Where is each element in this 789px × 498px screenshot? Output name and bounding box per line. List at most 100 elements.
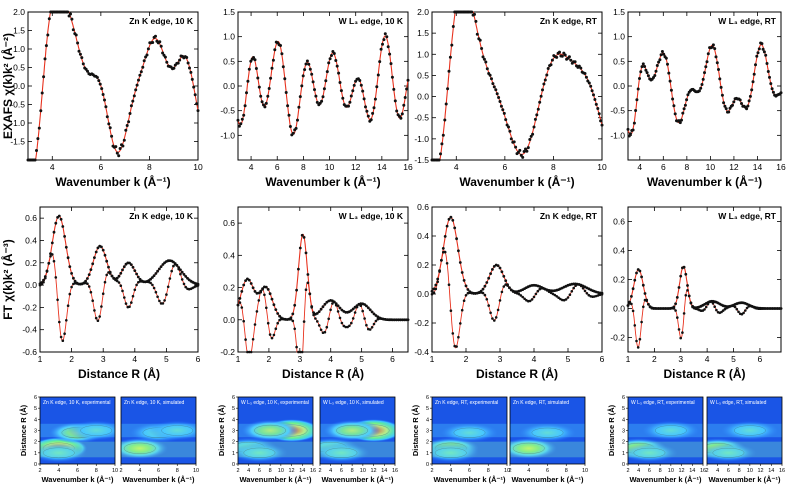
heatmap-blob [241,419,299,442]
heatmap-blob [519,423,576,443]
data-point-mag [253,290,257,293]
series-group [38,214,200,343]
x-tick-label: 12 [351,162,361,172]
panel-6: 1 2 3 4 5 6 -0.4 -0.2 0.0 0.2 0.4 0.6 Zn K edge, RT D… [414,202,604,381]
data-point [105,115,109,119]
data-point-imag [263,293,266,297]
heatmap-blobs [238,419,313,463]
data-point-imag [581,287,585,290]
data-point [284,91,288,94]
data-point-imag [89,290,93,294]
contour-line [42,447,75,459]
x-tick-label: 6 [258,468,261,474]
x-tick-label: 6 [727,468,730,474]
y-tick-label: 1.0 [223,32,235,42]
y-axis-label: FT χ(k)k² (Å⁻³) [0,239,15,320]
data-point [667,71,671,75]
data-point [361,89,365,93]
y-ticks: -0.2 0.0 0.2 0.4 0.6 [610,217,781,343]
y-tick-label: 0.0 [223,81,235,91]
axes-frame [27,11,199,161]
y-tick-label: 2 [426,440,429,446]
data-point [338,81,342,84]
x-tick-label: 8 [147,162,152,172]
data-point [382,38,386,42]
data-point-mag [151,276,154,279]
data-point [654,69,658,73]
x-tick-label: 6 [502,162,507,172]
data-point-imag [640,320,643,324]
wavelet-panel-11: W L₃ edge, 10 K, simulated 2 4 6 8 10 12 14 16Wa… [318,396,398,484]
contour-line [123,442,156,454]
heatmap-blob [642,420,700,441]
x-tick-label: 10 [193,162,203,172]
data-point-mag [52,230,56,234]
data-point [347,104,350,108]
data-point [42,75,46,79]
series-group [626,41,783,138]
data-point-imag [86,282,89,286]
data-point [497,96,501,99]
data-point-imag [713,305,716,309]
x-axis-label: Wavenumber k (Å⁻¹) [708,475,781,484]
data-point-mag [370,310,374,314]
data-point-mag [317,310,321,313]
data-point [245,91,248,95]
data-point-imag [108,272,112,275]
data-point [146,47,150,51]
y-tick-label: 0.5 [223,56,235,66]
data-point-imag [87,285,91,288]
x-tick-label: 2 [626,468,629,474]
data-point-imag [331,302,334,305]
x-ticks: 4 6 8 10 [454,12,607,172]
y-tick-label: 0.4 [223,250,235,260]
data-point-mag [306,273,310,276]
y-tick-label: 1.0 [613,32,625,42]
data-point [713,47,717,51]
series-group [26,10,200,162]
data-point [121,144,125,148]
data-point-imag [368,328,372,331]
data-point [392,87,396,91]
ft-row: 1 2 3 4 5 6 -0.6 -0.4 -0.2 0.0 0.2 0.4 0.6 Zn K edge,… [0,202,783,381]
x-tick-label: 6 [390,354,395,364]
data-point-mag [462,279,466,282]
x-tick-label: 10 [747,468,753,474]
y-tick-label: 1 [232,451,235,457]
data-point-mag [61,225,65,228]
data-point [97,79,101,83]
data-point [502,111,506,115]
data-point [522,150,526,153]
data-point-imag [744,309,747,312]
data-point [583,72,587,75]
data-point-imag [257,299,261,302]
x-tick-label: 6 [340,468,343,474]
data-point-imag [500,290,504,294]
data-point [327,61,331,65]
data-point [264,101,268,105]
data-point [710,45,714,49]
x-ticks: 2 4 6 8 10 12 14 16 [705,464,785,474]
data-point [348,100,352,104]
data-point-imag [61,339,65,343]
contour-line [733,425,766,436]
data-point-mag [72,276,75,280]
x-axis-label: Wavenumber k (Å⁻¹) [239,475,312,484]
data-point-imag [70,285,73,289]
data-point [321,95,325,99]
y-tick-label: 0.2 [25,258,37,268]
data-point [437,158,441,162]
y-tick-label: 1 [426,451,429,457]
x-tick-label: 10 [504,468,510,474]
y-tick-label: 4 [232,417,235,423]
x-tick-label: 8 [351,468,354,474]
data-point-imag [319,328,323,332]
y-tick-label: 0.6 [417,202,429,212]
data-point-mag [432,287,436,291]
data-point [723,104,727,108]
data-point [151,41,155,44]
data-point [188,66,191,70]
data-point-mag [103,253,107,257]
data-point [311,80,315,84]
